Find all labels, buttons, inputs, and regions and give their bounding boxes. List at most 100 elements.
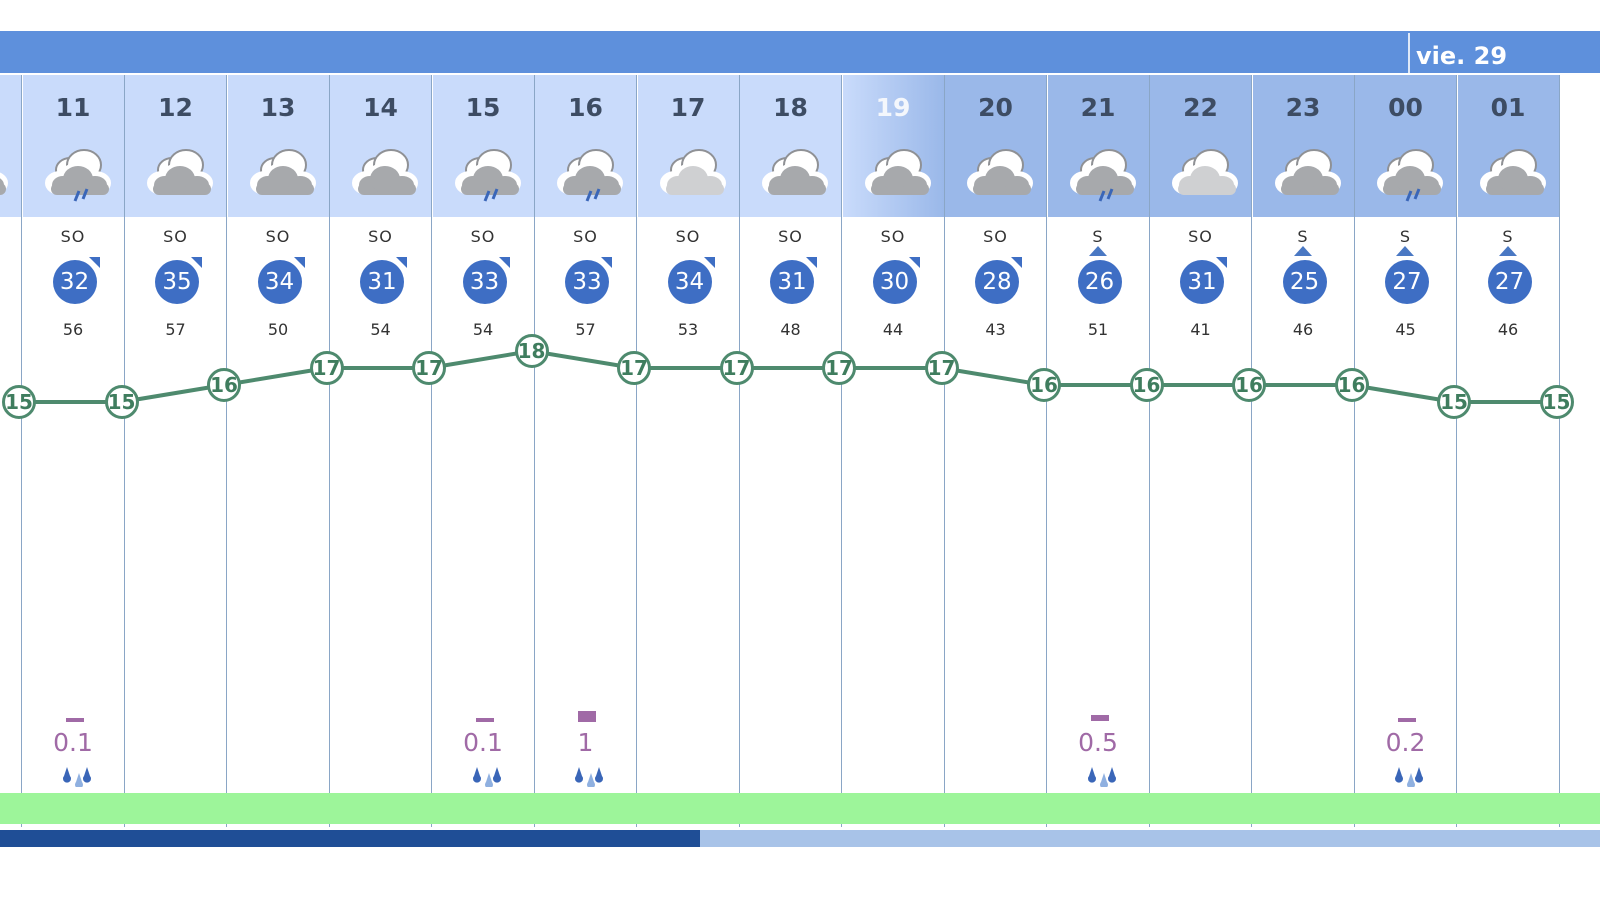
hour-column: 22 SO 31 41: [1150, 75, 1252, 827]
wind-gust-badge: 33: [462, 260, 507, 304]
day-label: vie. 29: [1416, 42, 1508, 70]
wind-gust-badge: 30: [872, 260, 917, 304]
wind-arrow-icon: [601, 257, 612, 268]
hour-column: 01 S 27 46: [1457, 75, 1560, 827]
hour-label: 21: [1080, 93, 1116, 122]
wind-arrow-icon: [293, 257, 305, 268]
cloudy-icon: [145, 143, 219, 203]
hour-column: 18 SO 31 48: [740, 75, 842, 827]
hour-column: 21 S 26 51 0.5: [1047, 75, 1150, 827]
temperature-node: 17: [412, 351, 446, 385]
wind-direction: SO: [368, 227, 393, 246]
scrollbar-thumb[interactable]: [0, 830, 700, 847]
wind-direction: S: [1092, 227, 1104, 246]
temperature-node: 16: [207, 368, 241, 402]
wind-direction: SO: [675, 227, 701, 246]
wind-arrow-icon: [88, 257, 100, 268]
cloud-rain-icon: [453, 143, 527, 203]
hour-label: 01: [1490, 93, 1526, 122]
hour-column: 19 SO 30 44: [842, 75, 945, 827]
hour-label: 12: [158, 93, 193, 122]
cloud-rain-icon: [1068, 143, 1142, 203]
temperature-node: 16: [1129, 368, 1164, 402]
wind-arrow-icon: [703, 257, 715, 268]
hour-column: 13 SO 34 50: [227, 75, 330, 827]
day-header-bar: [0, 31, 1600, 73]
wind-gust-badge: 31: [770, 260, 814, 304]
cloudy-icon: [1273, 143, 1347, 203]
hour-column: 12 SO 35 57: [125, 75, 227, 827]
hour-label: 17: [670, 93, 706, 122]
temperature-node: 15: [104, 385, 139, 419]
precipitation-value: 0.1: [53, 728, 93, 757]
hour-column: 23 S 25 46: [1252, 75, 1355, 827]
humidity-value: 43: [985, 320, 1006, 339]
hour-column: 11 SO 32 56 0.1: [22, 75, 125, 827]
wind-arrow-icon: [908, 257, 920, 268]
humidity-value: 48: [780, 320, 801, 339]
humidity-value: 51: [0, 320, 21, 339]
wind-gust-badge: 31: [360, 260, 404, 304]
rain-drops-icon: [1391, 763, 1425, 789]
wind-arrow-icon: [498, 257, 510, 268]
hour-column: 10SO3351: [0, 75, 22, 827]
wind-direction: S: [1502, 227, 1514, 246]
humidity-value: 45: [1395, 320, 1416, 339]
hour-label: 15: [465, 93, 501, 122]
wind-arrow-icon: [191, 257, 202, 268]
wind-arrow-icon: [1011, 257, 1022, 268]
cloudy-icon: [760, 143, 834, 203]
hour-column: 20 SO 28 43: [945, 75, 1047, 827]
hour-label: 16: [568, 93, 603, 122]
wind-direction: SO: [0, 227, 21, 246]
wind-arrow-icon: [1396, 246, 1414, 256]
wind-arrow-icon: [396, 257, 407, 268]
temperature-node: 18: [514, 334, 549, 368]
hour-column: 17 SO 34 53: [637, 75, 740, 827]
temperature-node: 16: [1027, 368, 1061, 402]
wind-direction: SO: [1188, 227, 1213, 246]
precipitation-value: 0.1: [463, 728, 503, 757]
rain-drops-icon: [59, 763, 93, 789]
cloudy-icon: [1478, 143, 1552, 203]
status-strip: [0, 793, 1600, 824]
hour-column: 16 SO 33 57 1: [535, 75, 637, 827]
hour-column: 00 S 27 45 0.2: [1355, 75, 1457, 827]
wind-gust-badge: 32: [52, 260, 97, 304]
cloud-rain-icon: [555, 143, 629, 203]
temperature-node: 15: [2, 385, 36, 419]
wind-direction: S: [1399, 227, 1412, 246]
hour-label: 14: [363, 93, 398, 122]
cloudy-icon: [965, 143, 1039, 203]
precipitation-value: 0.2: [1385, 728, 1426, 757]
hour-label: 10: [0, 93, 21, 122]
wind-arrow-icon: [806, 257, 817, 268]
wind-gust-badge: 34: [667, 260, 712, 304]
humidity-value: 53: [677, 320, 699, 339]
humidity-value: 54: [370, 320, 391, 339]
humidity-value: 54: [472, 320, 494, 339]
wind-direction: SO: [265, 227, 291, 246]
wind-arrow-icon: [1293, 246, 1312, 256]
humidity-value: 41: [1190, 320, 1211, 339]
hour-label: 11: [55, 93, 91, 122]
humidity-value: 46: [1292, 320, 1314, 339]
hour-column: 15 SO 33 54 0.1: [432, 75, 535, 827]
precipitation-bar: [1090, 715, 1109, 721]
humidity-value: 51: [1087, 320, 1109, 339]
wind-gust-badge: 25: [1282, 260, 1327, 304]
cloudy-light-icon: [1170, 143, 1244, 203]
precipitation-bar: [1398, 718, 1416, 722]
wind-gust-badge: 31: [1180, 260, 1224, 304]
temperature-node: 17: [309, 351, 344, 385]
wind-direction: SO: [778, 227, 803, 246]
wind-direction: S: [1297, 227, 1309, 246]
rain-drops-icon: [469, 763, 503, 789]
cloud-rain-icon: [43, 143, 117, 203]
hour-label: 22: [1183, 93, 1218, 122]
wind-direction: SO: [470, 227, 496, 246]
wind-direction: SO: [983, 227, 1008, 246]
precipitation-bar: [475, 718, 494, 722]
cloud-rain-icon: [1375, 143, 1449, 203]
